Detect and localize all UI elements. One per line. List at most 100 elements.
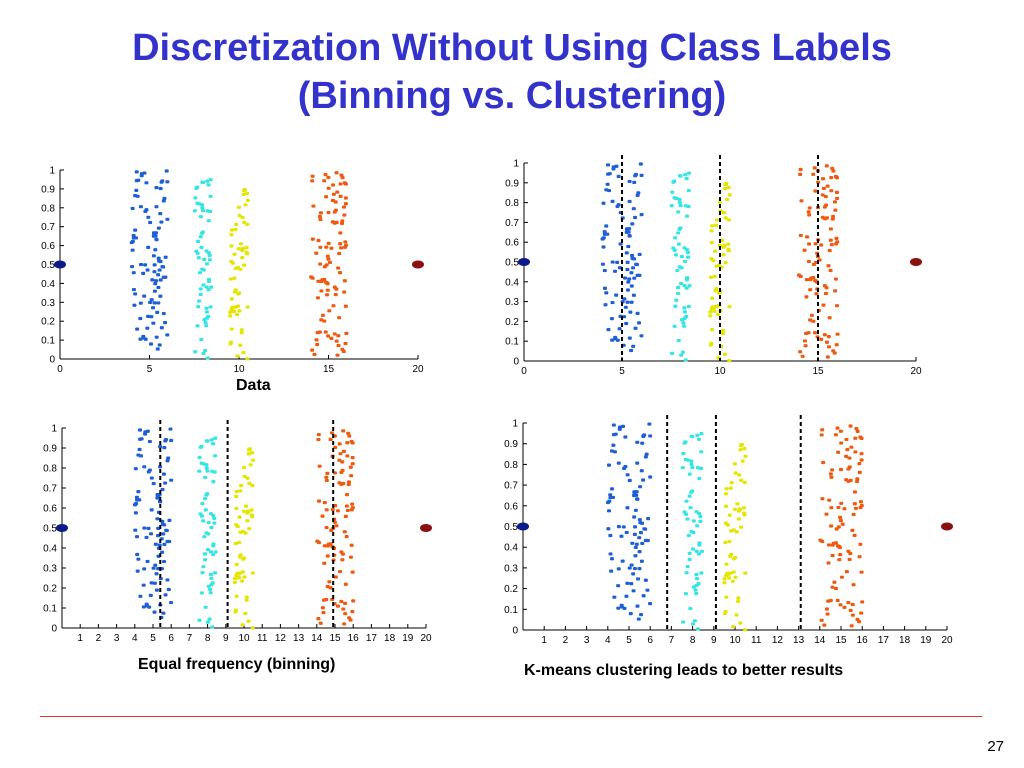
- scatter-point: [670, 351, 675, 355]
- scatter-point: [674, 196, 679, 201]
- scatter-point: [815, 335, 820, 339]
- scatter-point: [838, 603, 843, 607]
- scatter-point: [829, 475, 834, 479]
- scatter-point: [343, 304, 348, 308]
- scatter-point: [605, 500, 610, 505]
- scatter-point: [714, 304, 719, 309]
- scatter-point: [151, 254, 156, 258]
- scatter-point: [346, 482, 351, 487]
- scatter-point: [677, 265, 682, 269]
- scatter-point: [320, 606, 325, 610]
- scatter-point: [728, 486, 733, 490]
- x-tick-label: 20: [941, 635, 953, 646]
- scatter-point: [673, 253, 678, 257]
- scatter-point: [349, 474, 354, 478]
- scatter-point: [131, 287, 136, 292]
- scatter-point: [322, 561, 327, 565]
- scatter-point: [626, 230, 631, 234]
- scatter-point: [724, 595, 729, 599]
- scatter-point: [324, 478, 329, 483]
- scatter-point: [726, 218, 731, 222]
- outlier-point-right: [420, 524, 432, 532]
- scatter-point: [198, 512, 203, 516]
- scatter-point: [203, 605, 208, 609]
- scatter-point: [722, 243, 727, 247]
- scatter-point: [239, 328, 244, 332]
- scatter-point: [250, 571, 255, 575]
- scatter-point: [238, 343, 243, 347]
- scatter-point: [146, 470, 151, 474]
- scatter-point: [828, 227, 833, 231]
- scatter-point: [625, 228, 630, 232]
- scatter-point: [325, 293, 330, 297]
- scatter-point: [741, 506, 746, 510]
- scatter-point: [832, 351, 837, 355]
- scatter-point: [674, 298, 679, 302]
- scatter-point: [711, 306, 716, 310]
- scatter-point: [809, 276, 814, 280]
- scatter-point: [676, 291, 681, 296]
- scatter-point: [200, 267, 205, 271]
- scatter-point: [723, 261, 728, 265]
- scatter-point: [330, 545, 335, 549]
- scatter-point: [206, 532, 211, 536]
- scatter-point: [247, 527, 252, 531]
- scatter-point: [682, 441, 687, 445]
- scatter-point: [343, 202, 348, 206]
- scatter-point: [158, 603, 163, 607]
- scatter-point: [823, 194, 828, 199]
- scatter-point: [318, 262, 323, 266]
- scatter-point: [718, 209, 723, 213]
- scatter-point: [343, 612, 348, 616]
- scatter-point: [207, 253, 212, 258]
- y-tick-label: 0.3: [504, 563, 518, 574]
- scatter-point: [194, 249, 199, 253]
- scatter-points: [600, 162, 840, 363]
- scatter-point: [826, 561, 831, 565]
- scatter-point: [330, 454, 335, 458]
- scatter-point: [238, 267, 243, 271]
- scatter-point: [159, 567, 164, 571]
- scatter-point: [678, 226, 683, 230]
- scatter-point: [310, 179, 315, 183]
- scatter-point: [324, 263, 329, 267]
- scatter-point: [735, 502, 740, 506]
- x-tick-label: 7: [669, 635, 675, 646]
- x-tick-label: 5: [150, 633, 156, 644]
- scatter-point: [846, 549, 851, 553]
- scatter-point: [850, 613, 855, 617]
- scatter-point: [608, 533, 613, 538]
- scatter-point: [332, 221, 337, 225]
- scatter-point: [240, 529, 245, 533]
- scatter-point: [601, 201, 606, 205]
- scatter-point: [628, 310, 633, 314]
- scatter-point: [229, 228, 234, 232]
- scatter-point: [141, 334, 146, 339]
- scatter-point: [684, 499, 689, 503]
- scatter-point: [197, 469, 202, 473]
- scatter-point: [150, 306, 155, 310]
- scatter-point: [819, 337, 824, 341]
- scatter-point: [736, 596, 741, 600]
- scatter-point: [830, 553, 835, 558]
- scatter-point: [334, 220, 339, 224]
- scatter-point: [333, 292, 338, 297]
- scatter-point: [848, 478, 853, 482]
- scatter-point: [635, 193, 640, 198]
- scatter-point: [339, 599, 344, 604]
- scatter-point: [341, 205, 346, 209]
- scatter-point: [613, 337, 618, 341]
- scatter-point: [349, 543, 354, 547]
- scatter-point: [835, 240, 840, 244]
- scatter-point: [200, 231, 205, 235]
- scatter-point: [234, 494, 239, 499]
- scatter-point: [683, 457, 688, 462]
- scatter-point: [815, 205, 820, 210]
- scatter-point: [831, 169, 836, 173]
- scatter-point: [163, 481, 168, 485]
- scatter-point: [236, 205, 241, 209]
- scatter-point: [635, 440, 640, 444]
- scatter-point: [159, 537, 164, 541]
- scatter-point: [139, 437, 144, 441]
- scatter-point: [808, 318, 813, 322]
